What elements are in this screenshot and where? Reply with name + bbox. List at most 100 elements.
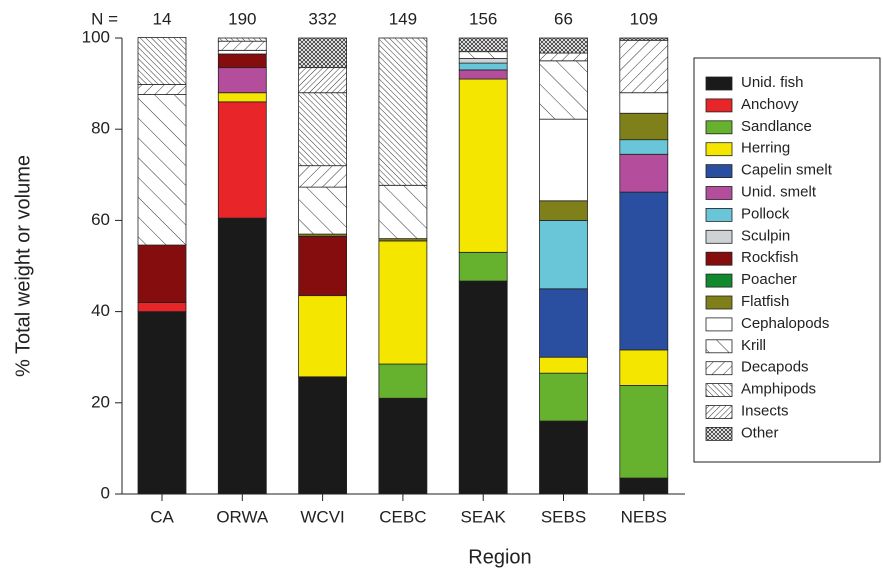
legend-swatch [705, 339, 733, 354]
bar-segment [458, 51, 508, 59]
legend-label: Krill [741, 337, 766, 354]
x-tick-label: ORWA [216, 507, 269, 526]
bar-segment [458, 62, 508, 71]
x-axis-label: Region [468, 546, 531, 568]
bar-segment [539, 52, 588, 62]
y-tick-label: 20 [91, 392, 110, 411]
bar-segment [298, 235, 348, 297]
bar-segment [298, 186, 348, 235]
bar-segment [458, 251, 508, 282]
bar-segment [298, 37, 348, 69]
bar-segment [378, 397, 428, 495]
bar-segment [298, 165, 348, 188]
bar-segment [378, 240, 428, 365]
bar-segment [217, 67, 267, 94]
bar-segment [217, 101, 267, 219]
bar-segment [458, 37, 508, 53]
bar-segment [619, 191, 669, 351]
legend-label: Anchovy [741, 96, 799, 113]
legend-label: Pollock [741, 205, 790, 222]
x-tick-label: WCVI [300, 507, 344, 526]
legend-label: Other [741, 424, 779, 441]
bar-segment [539, 200, 588, 221]
legend-swatch [705, 164, 733, 179]
bar-segment [217, 37, 267, 42]
legend-swatch [705, 361, 733, 376]
legend-label: Flatfish [741, 293, 789, 310]
legend-label: Amphipods [741, 381, 816, 398]
legend-swatch [705, 229, 733, 244]
bar-segment [378, 184, 428, 240]
bar-segment [539, 37, 588, 54]
bar-segment [619, 37, 669, 41]
bar-segment [217, 217, 267, 495]
bar-segment [137, 37, 187, 85]
bar-segment [539, 356, 588, 374]
y-tick-label: 40 [91, 301, 110, 320]
bar-segment [619, 139, 669, 155]
bar-segment [539, 219, 588, 290]
legend-swatch [705, 142, 733, 157]
n-value: 66 [554, 9, 573, 28]
legend-swatch [705, 273, 733, 288]
legend-label: Cephalopods [741, 315, 829, 332]
bar-segment [137, 302, 187, 313]
n-value: 332 [308, 9, 336, 28]
bar-segment [217, 49, 267, 55]
legend-swatch [705, 383, 733, 398]
bar-segment [619, 92, 669, 114]
legend-label: Poacher [741, 271, 797, 288]
bar-segment [458, 58, 508, 64]
bar-segment [458, 78, 508, 253]
legend-swatch [705, 426, 733, 441]
y-axis-label: % Total weight or volume [12, 155, 34, 377]
legend-label: Sculpin [741, 227, 790, 244]
bar-segment [298, 376, 348, 495]
bar-segment [619, 153, 669, 193]
bar-segment [619, 112, 669, 141]
legend-label: Capelin smelt [741, 162, 833, 179]
bar-segment [217, 53, 267, 69]
bar-segment [378, 363, 428, 399]
n-value: 14 [153, 9, 172, 28]
bar-segment [539, 60, 588, 120]
bar-segment [137, 311, 187, 495]
legend-swatch [705, 76, 733, 91]
legend-swatch [705, 317, 733, 332]
bar-segment [137, 84, 187, 95]
bar-segment [137, 244, 187, 303]
bar-segment [298, 67, 348, 94]
bar-segment [217, 92, 267, 103]
legend-swatch [705, 98, 733, 113]
legend-swatch [705, 207, 733, 222]
legend-label: Insects [741, 402, 789, 419]
bar-segment [217, 40, 267, 51]
bar-segment [378, 37, 428, 186]
n-value: 190 [228, 9, 256, 28]
legend-label: Unid. fish [741, 74, 804, 91]
bar-segment [619, 477, 669, 495]
bar-segment [298, 295, 348, 378]
bar-segment [539, 420, 588, 495]
legend-label: Unid. smelt [741, 183, 817, 200]
n-label: N = [91, 9, 118, 28]
legend-swatch [705, 251, 733, 266]
y-tick-label: 0 [101, 483, 110, 502]
legend-swatch [705, 405, 733, 419]
x-tick-label: SEAK [461, 507, 507, 526]
legend-swatch [705, 120, 733, 135]
legend-label: Rockfish [741, 249, 799, 266]
x-tick-label: SEBS [541, 507, 586, 526]
x-tick-label: CEBC [379, 507, 426, 526]
y-tick-label: 100 [82, 27, 110, 46]
bar-segment [539, 372, 588, 422]
bar-segment [619, 349, 669, 386]
bar-segment [619, 39, 669, 94]
bar-segment [539, 118, 588, 202]
x-tick-label: NEBS [621, 507, 667, 526]
x-tick-label: CA [150, 507, 174, 526]
legend-swatch [705, 295, 733, 310]
bar-segment [539, 288, 588, 358]
n-value: 156 [469, 9, 497, 28]
